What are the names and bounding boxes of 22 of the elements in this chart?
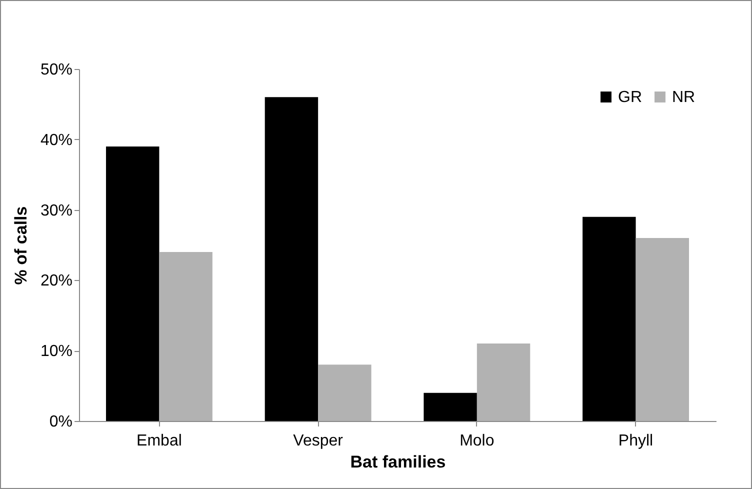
legend-label: GR <box>618 89 642 106</box>
x-axis-title: Bat families <box>350 452 446 472</box>
bar <box>636 238 689 421</box>
x-tick-label: Embal <box>136 432 182 450</box>
x-tick-label: Molo <box>460 432 494 450</box>
y-tick-label: 40% <box>40 132 72 149</box>
x-tick-label: Vesper <box>293 432 344 450</box>
y-tick-label: 20% <box>40 272 72 290</box>
y-tick-label: 50% <box>40 62 72 78</box>
legend-label: NR <box>672 89 696 106</box>
bar <box>264 97 318 421</box>
bar <box>582 216 636 421</box>
y-tick-label: 30% <box>40 202 72 220</box>
y-tick-label: 0% <box>49 414 72 430</box>
bar <box>318 364 372 421</box>
bar <box>424 392 477 421</box>
y-tick-label: 10% <box>40 343 72 360</box>
bar <box>106 146 160 421</box>
bar <box>159 252 212 421</box>
y-axis-title: % of calls <box>11 206 30 285</box>
x-tick-label: Phyll <box>618 432 654 450</box>
bar <box>476 344 530 421</box>
